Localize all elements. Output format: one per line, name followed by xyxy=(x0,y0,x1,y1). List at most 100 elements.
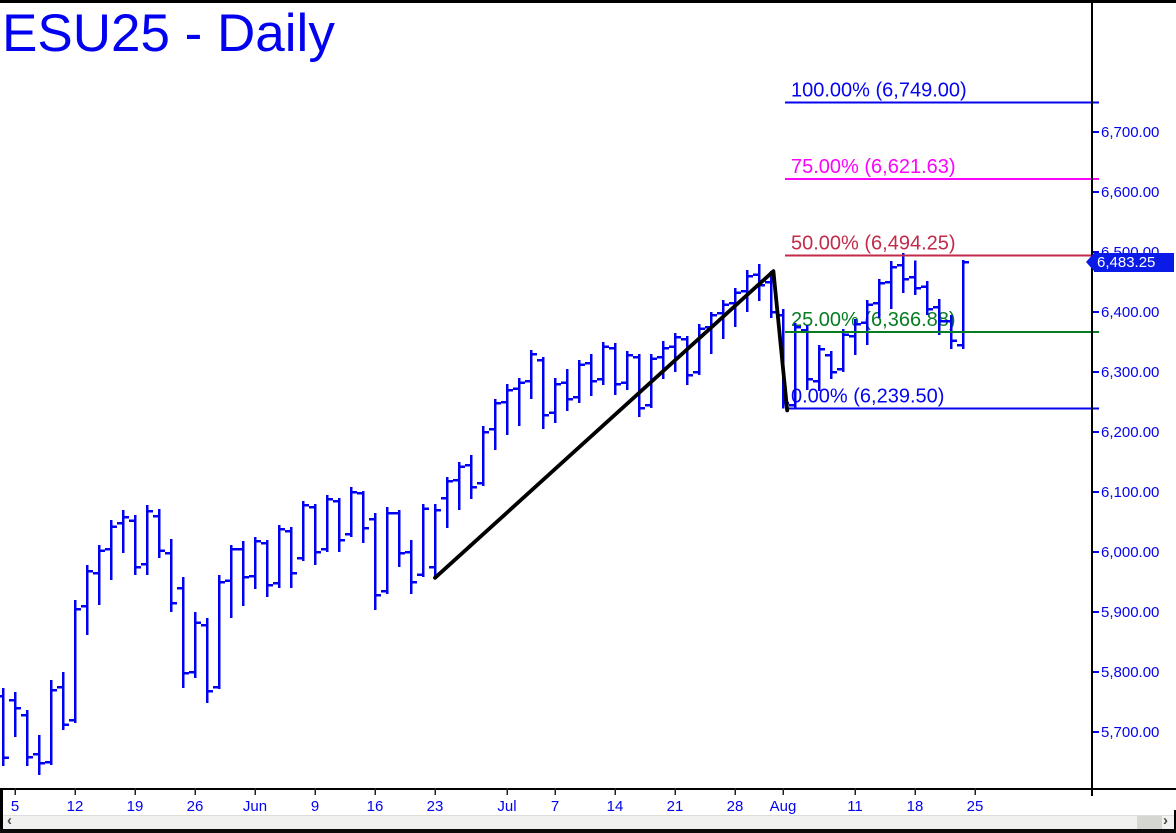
ohlc-bar xyxy=(45,679,57,765)
price-tick-label: 6,300.00 xyxy=(1101,364,1159,381)
ohlc-bar xyxy=(549,378,561,423)
date-tick-label: 26 xyxy=(187,798,204,815)
last-price-label: 6,483.25 xyxy=(1086,253,1174,272)
ohlc-bar xyxy=(525,349,537,399)
ohlc-bar xyxy=(57,672,69,731)
price-tick-label: 6,000.00 xyxy=(1101,544,1159,561)
scrollbar-thumb[interactable] xyxy=(1137,816,1162,829)
ohlc-bar xyxy=(633,354,645,417)
ohlc-bar xyxy=(477,426,489,486)
fib-label: 25.00% (6,366.88) xyxy=(791,309,956,331)
date-tick-label: 9 xyxy=(311,798,319,815)
ohlc-bar xyxy=(393,510,405,567)
ohlc-bar xyxy=(429,504,441,578)
ohlc-bars xyxy=(0,253,969,776)
ohlc-bar xyxy=(105,520,117,581)
ohlc-bar xyxy=(717,300,729,339)
ohlc-bar xyxy=(273,525,285,588)
ohlc-bar xyxy=(669,333,681,372)
ohlc-bar xyxy=(69,600,81,723)
ohlc-bar xyxy=(177,577,189,689)
scroll-right-icon[interactable]: › xyxy=(1163,812,1168,829)
price-tick-label: 6,100.00 xyxy=(1101,484,1159,501)
ohlc-bar xyxy=(465,454,477,500)
ohlc-bar xyxy=(9,691,21,737)
date-tick-label: 5 xyxy=(11,798,19,815)
ohlc-bar xyxy=(33,735,45,776)
ohlc-bar xyxy=(309,504,321,566)
ohlc-bar xyxy=(933,298,945,335)
date-tick-label: 11 xyxy=(847,798,863,815)
date-tick-label: Aug xyxy=(770,798,797,815)
ohlc-bar xyxy=(849,319,861,356)
ohlc-bar xyxy=(741,270,753,312)
date-tick-label: 14 xyxy=(607,798,624,815)
window-top-border xyxy=(0,0,1176,3)
ohlc-bar xyxy=(501,384,513,435)
date-tick-label: Jun xyxy=(243,798,267,815)
price-tick-label: 6,200.00 xyxy=(1101,424,1159,441)
fib-label: 50.00% (6,494.25) xyxy=(791,232,956,254)
ohlc-bar xyxy=(321,495,333,552)
ohlc-bar xyxy=(333,498,345,552)
ohlc-bar xyxy=(93,544,105,605)
ohlc-bar xyxy=(681,336,693,386)
ohlc-bar xyxy=(201,618,213,704)
ohlc-bar xyxy=(225,544,237,618)
ohlc-bar xyxy=(897,253,909,293)
ohlc-bar xyxy=(909,260,921,296)
trendline xyxy=(433,269,790,580)
horizontal-scrollbar[interactable]: ‹ › xyxy=(0,812,1176,829)
date-tick-label: 12 xyxy=(67,798,84,815)
axes xyxy=(0,3,1176,796)
window-right-border xyxy=(1174,810,1176,833)
price-tick-label: 5,900.00 xyxy=(1101,604,1159,621)
fib-label: 100.00% (6,749.00) xyxy=(791,80,967,102)
ohlc-bar xyxy=(285,526,297,588)
ohlc-bar xyxy=(825,351,837,380)
ohlc-bar xyxy=(885,261,897,309)
ohlc-bar xyxy=(837,328,849,372)
date-tick-label: 18 xyxy=(907,798,924,815)
ohlc-bar xyxy=(561,369,573,411)
ohlc-bar xyxy=(405,540,417,594)
ohlc-bar xyxy=(573,360,585,404)
ohlc-bar xyxy=(609,343,621,395)
date-tick-label: 21 xyxy=(667,798,684,815)
ohlc-bar xyxy=(345,487,357,537)
ohlc-bar xyxy=(537,357,549,429)
price-tick-label: 6,400.00 xyxy=(1101,304,1159,321)
ohlc-bar xyxy=(261,540,273,597)
ohlc-bar xyxy=(141,505,153,575)
ohlc-bar xyxy=(417,504,429,578)
date-tick-label: Jul xyxy=(497,798,516,815)
ohlc-bar xyxy=(189,612,201,678)
ohlc-bar xyxy=(297,501,309,561)
ohlc-bar xyxy=(861,300,873,345)
date-tick-label: 16 xyxy=(367,798,384,815)
ohlc-bar xyxy=(381,507,393,594)
fib-labels: 100.00% (6,749.00) 75.00% (6,621.63) 50.00… xyxy=(791,80,967,408)
ohlc-bar xyxy=(129,514,141,575)
window-bottom-border xyxy=(0,829,1176,833)
price-axis: 6,700.006,600.006,500.006,400.006,300.00… xyxy=(1093,124,1159,741)
chart-title: ESU25 - Daily xyxy=(2,4,335,63)
ohlc-bar xyxy=(153,508,165,558)
date-tick-label: 25 xyxy=(967,798,984,815)
ohlc-bar xyxy=(621,351,633,390)
ohlc-bar xyxy=(237,541,249,606)
ohlc-bar xyxy=(489,399,501,450)
ohlc-bar xyxy=(357,490,369,543)
ohlc-bar xyxy=(597,342,609,386)
scroll-left-icon[interactable]: ‹ xyxy=(7,812,12,829)
ohlc-bar xyxy=(801,325,813,390)
fib-label: 0.00% (6,239.50) xyxy=(791,385,944,407)
date-tick-label: 19 xyxy=(127,798,144,815)
date-axis: 5 12 19 26 Jun 9 16 23 Jul 7 14 21 28 Aug 11 18 25 xyxy=(11,788,984,815)
ohlc-bar xyxy=(957,259,969,350)
price-tick-label: 5,700.00 xyxy=(1101,724,1159,741)
ohlc-bar xyxy=(21,709,33,767)
ohlc-bar xyxy=(117,510,129,554)
ohlc-bar xyxy=(873,279,885,318)
window-left-border xyxy=(0,788,3,833)
